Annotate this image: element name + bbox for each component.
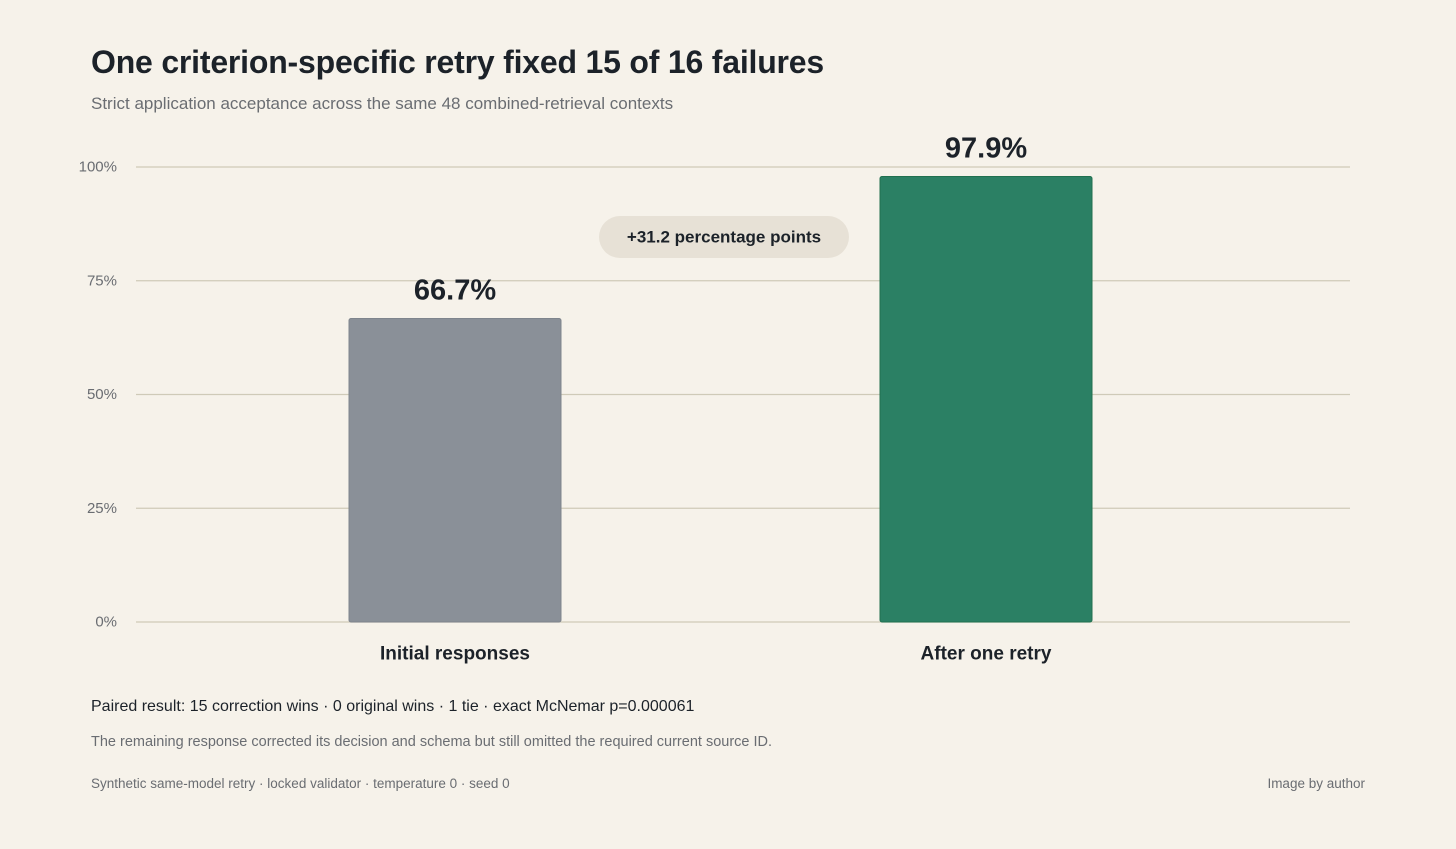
bar-after-one-retry xyxy=(879,176,1093,623)
y-tick-label: 50% xyxy=(87,386,117,403)
remaining-response-note: The remaining response corrected its dec… xyxy=(91,734,773,750)
chart-subtitle: Strict application acceptance across the… xyxy=(91,94,674,113)
y-tick-label: 0% xyxy=(95,614,117,631)
callout-text: +31.2 percentage points xyxy=(627,228,821,247)
callout-pill xyxy=(599,216,849,258)
difference-callout: +31.2 percentage points xyxy=(599,216,849,258)
gridlines xyxy=(136,166,1350,623)
bars xyxy=(348,176,1093,623)
bar-value-label: 66.7% xyxy=(414,275,496,307)
credit-footer: Image by author xyxy=(1267,776,1365,791)
bar-initial-responses xyxy=(348,318,562,623)
chart-title: One criterion-specific retry fixed 15 of… xyxy=(91,44,824,80)
y-axis-ticks: 0% 25% 50% 75% 100% xyxy=(79,159,117,631)
category-label: After one retry xyxy=(921,644,1052,665)
y-tick-label: 100% xyxy=(79,159,117,176)
y-tick-label: 25% xyxy=(87,500,117,517)
category-label: Initial responses xyxy=(380,644,530,665)
bar-labels: 66.7% Initial responses 97.9% After one ret… xyxy=(380,133,1052,665)
method-footer: Synthetic same-model retry · locked vali… xyxy=(91,776,510,791)
y-tick-label: 75% xyxy=(87,272,117,289)
bar-value-label: 97.9% xyxy=(945,133,1027,165)
paired-result-note: Paired result: 15 correction wins · 0 or… xyxy=(91,698,695,715)
